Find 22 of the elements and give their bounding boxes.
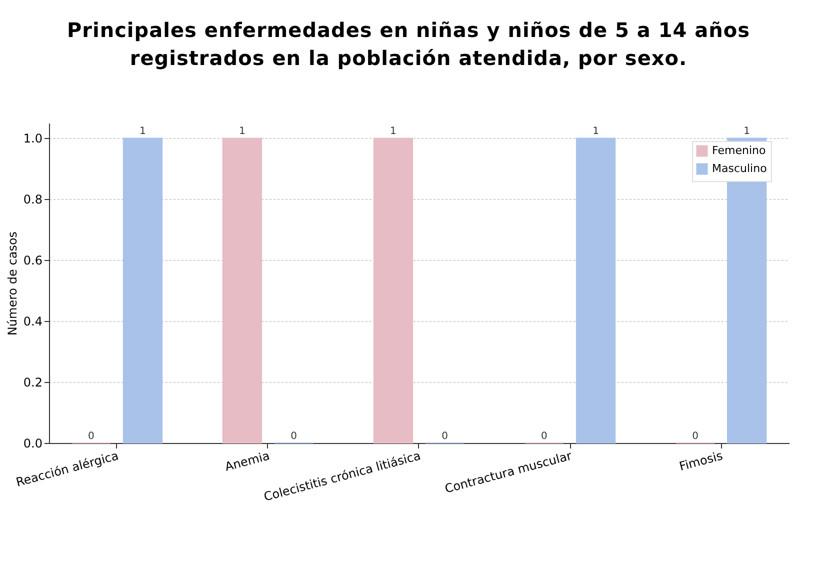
y-tick-label: 0.4 [23,314,42,329]
data-label: 1 [744,126,750,138]
data-label: 1 [390,126,396,138]
x-tick-label: Anemia [223,448,272,474]
data-label: 0 [541,431,548,442]
legend-label: Masculino [712,162,768,175]
y-tick-label: 1.0 [23,132,42,146]
y-tick-label: 0.6 [23,254,42,268]
data-label: 1 [592,126,599,138]
data-label: 0 [290,431,297,442]
chart-title: Principales enfermedades en niñas y niños de 5 a 14 años registrados en la población atendida, por sexo. [66,17,752,72]
data-label: 1 [239,126,246,138]
y-axis-title: Número de casos [5,231,20,336]
y-tick-label: 0.0 [23,436,42,450]
y-tick-label: 0.8 [23,192,42,207]
data-label: 1 [140,126,146,138]
data-label: 0 [88,431,94,442]
x-tick-label: Fimosis [678,448,724,474]
y-tick-label: 0.2 [23,376,42,390]
data-label: 0 [442,431,448,442]
data-label: 0 [692,431,698,442]
legend-label: Femenino [712,144,766,157]
